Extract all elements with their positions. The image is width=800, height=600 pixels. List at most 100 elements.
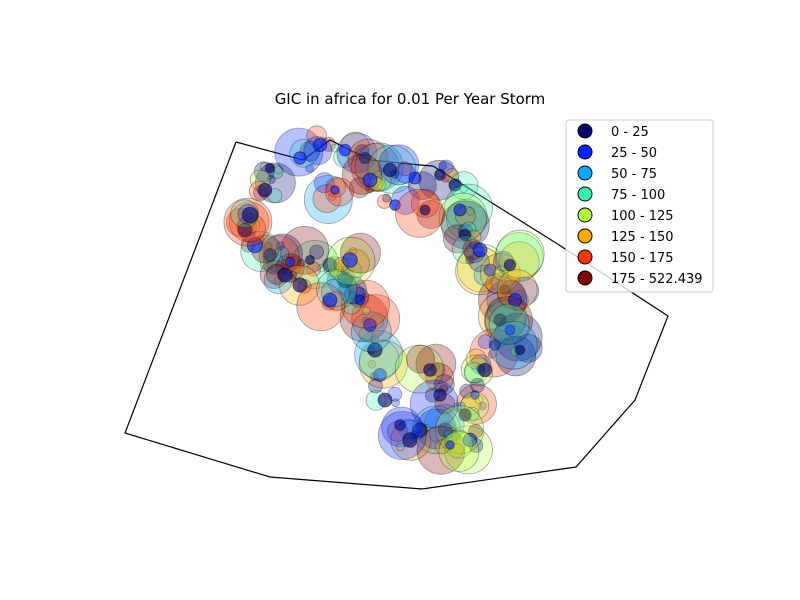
gic-marker	[409, 379, 459, 429]
gic-marker-core	[277, 267, 293, 283]
gic-marker-core	[322, 292, 338, 308]
legend-marker	[577, 165, 593, 181]
gic-marker	[367, 359, 377, 369]
gic-marker	[313, 172, 335, 194]
gic-marker	[350, 311, 392, 353]
gic-marker-core	[419, 204, 431, 216]
gic-marker-core	[453, 203, 467, 217]
gic-marker	[410, 188, 440, 218]
gic-marker-core	[483, 263, 497, 277]
gic-marker-core	[312, 137, 328, 153]
gic-marker	[478, 401, 487, 411]
legend-frame	[565, 119, 714, 293]
gic-marker	[397, 161, 413, 177]
legend-label: 75 - 100	[611, 188, 665, 203]
gic-marker-core	[263, 248, 277, 262]
gic-marker-core	[342, 252, 358, 268]
gic-marker	[325, 177, 355, 207]
gic-marker	[493, 312, 543, 362]
gic-marker-core	[489, 339, 501, 351]
gic-marker	[395, 188, 444, 238]
legend-marker	[577, 270, 593, 286]
gic-marker-core	[514, 344, 526, 356]
gic-marker	[486, 279, 528, 321]
chart-title: GIC in africa for 0.01 Per Year Storm	[275, 90, 546, 108]
gic-marker	[361, 306, 371, 316]
gic-marker	[487, 349, 497, 359]
legend: 0 - 25 25 - 50 50 - 75 75 - 100 100 - 125 125…	[565, 119, 714, 293]
gic-marker	[444, 429, 474, 459]
gic-marker-core	[465, 255, 475, 265]
gic-marker-core	[434, 169, 446, 181]
gic-marker-core	[433, 388, 447, 402]
gic-marker-core	[373, 368, 387, 382]
gic-marker-core	[458, 408, 472, 422]
gic-marker-core	[437, 422, 453, 438]
gic-marker-core	[336, 271, 354, 289]
gic-marker	[488, 303, 530, 345]
gic-marker-core	[363, 318, 377, 332]
gic-marker-core	[293, 151, 307, 165]
gic-marker-core	[322, 257, 338, 273]
gic-marker-core	[458, 228, 472, 242]
gic-marker	[382, 193, 392, 203]
gic-marker-core	[423, 363, 437, 377]
gic-marker-core	[504, 324, 516, 336]
legend-marker	[577, 228, 593, 244]
gic-marker-core	[241, 206, 259, 224]
gic-marker-core	[412, 422, 428, 438]
gic-marker	[496, 269, 538, 311]
legend-marker	[577, 123, 593, 139]
gic-marker	[394, 344, 444, 394]
gic-marker-core	[394, 419, 406, 431]
legend-marker	[577, 207, 593, 223]
legend-label: 100 - 125	[611, 209, 674, 224]
gic-marker	[348, 290, 358, 300]
gic-marker	[443, 429, 453, 439]
legend-marker	[577, 249, 593, 265]
legend-marker	[577, 144, 593, 160]
gic-marker-core	[338, 143, 352, 157]
legend-label: 25 - 50	[611, 146, 657, 161]
gic-marker-core	[354, 294, 366, 306]
gic-marker	[484, 296, 533, 345]
legend-marker	[577, 186, 593, 202]
gic-marker	[339, 293, 389, 343]
gic-marker	[441, 173, 450, 183]
gic-marker-core	[508, 293, 522, 307]
gic-marker-core	[284, 256, 296, 268]
gic-marker	[296, 258, 306, 268]
gic-marker	[303, 175, 353, 224]
gic-marker	[340, 279, 390, 329]
gic-marker-core	[246, 236, 264, 254]
gic-marker	[498, 241, 540, 283]
gic-marker	[438, 192, 488, 242]
gic-marker-core	[402, 432, 418, 448]
gic-marker-core	[377, 392, 393, 408]
gic-marker	[266, 175, 276, 184]
gic-marker	[395, 442, 405, 452]
gic-marker	[513, 333, 543, 363]
gic-marker	[305, 163, 315, 173]
gic-marker-core	[448, 178, 462, 192]
gic-marker-core	[257, 182, 273, 198]
gic-marker-core	[292, 277, 308, 293]
gic-marker-core	[367, 342, 383, 358]
gic-marker-core	[362, 172, 378, 188]
gic-marker	[438, 431, 480, 473]
gic-marker-core	[445, 440, 455, 450]
gic-marker	[309, 244, 325, 260]
legend-label: 150 - 175	[611, 251, 674, 266]
gic-marker-core	[330, 185, 340, 195]
gic-marker-core	[408, 171, 422, 185]
gic-marker	[351, 294, 401, 344]
gic-marker	[493, 265, 509, 281]
gic-marker-core	[472, 242, 488, 258]
gic-marker	[340, 266, 350, 276]
gic-marker-core	[493, 313, 507, 327]
legend-label: 50 - 75	[611, 167, 657, 182]
legend-label: 175 - 522.439	[611, 272, 703, 287]
gic-marker	[465, 348, 487, 370]
gic-marker-core	[499, 284, 511, 296]
